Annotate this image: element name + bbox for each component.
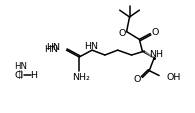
Text: O: O: [134, 74, 141, 83]
Text: O: O: [119, 29, 126, 38]
Text: OH: OH: [167, 72, 181, 81]
Text: HN: HN: [84, 41, 98, 50]
Text: HN: HN: [15, 62, 28, 71]
Text: HN: HN: [47, 42, 60, 51]
Text: H: H: [30, 70, 37, 79]
Text: O: O: [152, 28, 159, 37]
Text: NH₂: NH₂: [72, 72, 90, 81]
Text: NH: NH: [149, 49, 163, 58]
Text: ||: ||: [18, 69, 24, 78]
Text: HN: HN: [45, 44, 58, 53]
Text: Cl: Cl: [14, 70, 24, 79]
